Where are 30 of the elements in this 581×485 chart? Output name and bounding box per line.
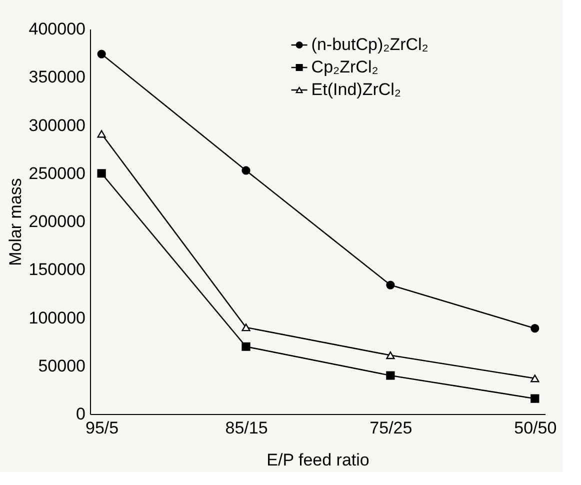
legend-label: (n-butCp)₂ZrCl₂ bbox=[311, 35, 428, 54]
point bbox=[97, 130, 106, 138]
y-tick-label: 150000 bbox=[28, 260, 86, 280]
x-tick-label: 95/5 bbox=[86, 418, 119, 438]
point bbox=[530, 324, 540, 333]
y-tick-label: 400000 bbox=[28, 20, 86, 38]
y-axis-title: Molar mass bbox=[6, 178, 25, 266]
y-tick-label: 50000 bbox=[38, 356, 86, 376]
legend-label: Cp₂ZrCl₂ bbox=[311, 58, 378, 76]
y-tick-label: 200000 bbox=[28, 212, 86, 231]
point bbox=[386, 280, 395, 290]
y-tick-label: 350000 bbox=[28, 68, 86, 87]
x-tick-label: 75/25 bbox=[370, 418, 412, 438]
y-tick-label: 250000 bbox=[28, 164, 86, 183]
point bbox=[530, 374, 540, 382]
x-tick-label: 50/50 bbox=[514, 418, 557, 438]
y-tick-label: 0 bbox=[76, 404, 86, 424]
legend-label: Et(Ind)ZrCl₂ bbox=[311, 80, 402, 99]
point bbox=[242, 166, 250, 175]
x-axis-title: E/P feed ratio bbox=[266, 450, 370, 470]
x-tick-label: 85/15 bbox=[225, 418, 268, 438]
point bbox=[242, 324, 250, 332]
point bbox=[386, 351, 395, 360]
point bbox=[530, 394, 540, 403]
y-tick-label: 300000 bbox=[28, 116, 86, 135]
point bbox=[97, 169, 106, 178]
y-tick-label: 100000 bbox=[28, 308, 86, 328]
point bbox=[242, 342, 250, 351]
point bbox=[97, 50, 106, 58]
point bbox=[386, 371, 395, 380]
